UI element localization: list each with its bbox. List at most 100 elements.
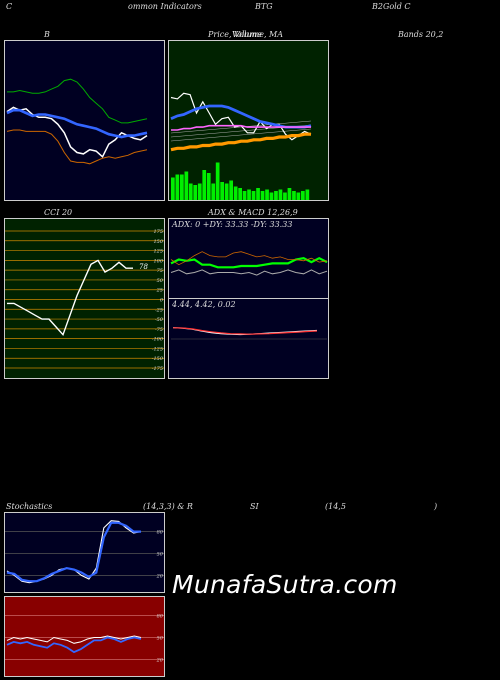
- tick-label: 20: [156, 657, 164, 663]
- volume-bar: [256, 188, 260, 200]
- volume-bar: [296, 192, 301, 200]
- volume-bar: [202, 170, 207, 200]
- rsi-chart: 80 50 20: [5, 614, 164, 663]
- volume-bar: [260, 191, 265, 200]
- volume-bar: [242, 191, 247, 200]
- header-c: C: [6, 2, 13, 11]
- tick-label: -25: [155, 307, 163, 313]
- series-line: [172, 327, 318, 335]
- tick-label: -125: [152, 346, 163, 352]
- series-line: [6, 520, 142, 584]
- cci-title: CCI 20: [44, 208, 73, 217]
- volume-bar: [197, 183, 202, 200]
- rsi-params: (14,5: [325, 502, 346, 511]
- bands-title: B: [44, 30, 50, 39]
- tick-label: 0: [160, 298, 164, 304]
- tick-label: 50: [157, 278, 164, 284]
- volume-bar: [215, 162, 220, 200]
- volume-bar: [220, 182, 224, 200]
- volume-bar: [184, 171, 189, 200]
- stoch-panel: 80 50 20: [4, 512, 165, 593]
- tick-label: 125: [153, 249, 163, 255]
- header-common-indicators: ommon Indicators: [128, 2, 202, 11]
- tick-label: 20: [156, 573, 164, 579]
- volume-bar: [305, 189, 310, 200]
- series-line: [7, 78, 148, 124]
- series-line: [170, 251, 328, 266]
- rsi-title: SI: [250, 502, 259, 511]
- tick-label: -150: [152, 356, 164, 362]
- series-line: [170, 104, 312, 129]
- volume-bar: [180, 174, 184, 200]
- bands-chart: [6, 78, 148, 165]
- macd-readout: 4.44, 4.42, 0.02: [172, 300, 236, 309]
- volume-bar: [292, 191, 296, 200]
- stoch-title: Stochastics: [6, 502, 53, 511]
- adx-readout: ADX: 0 +DY: 33.33 -DY: 33.33: [172, 220, 293, 229]
- volume-bar: [301, 191, 305, 200]
- tick-label: 80: [157, 614, 164, 620]
- volume-bar: [265, 189, 269, 200]
- macd-panel: 4.44, 4.42, 0.02: [168, 298, 329, 379]
- tick-label: 50: [157, 636, 164, 642]
- volume-bar: [224, 183, 229, 200]
- series-line: [6, 108, 148, 139]
- cci-panel: 175 150 125 100 75 50 25 0 -25 -50 -75 -100 -125 -150…: [4, 218, 165, 379]
- volume-bar: [283, 192, 287, 200]
- price-chart: [170, 92, 312, 200]
- ma-thin-line: [170, 120, 312, 134]
- tick-label: 50: [157, 552, 164, 558]
- volume-bar: [269, 192, 274, 200]
- volume-bar: [171, 177, 175, 200]
- volume-bar: [287, 188, 292, 200]
- volume-bar: [274, 191, 278, 200]
- volume-bar: [175, 174, 180, 200]
- series-line: [7, 259, 133, 337]
- rsi-close-paren: ): [434, 502, 438, 511]
- cci-last-label: 78: [139, 263, 148, 271]
- stoch-params: (14,3,3) & R: [143, 502, 193, 511]
- volume-bar: [211, 183, 216, 200]
- tick-label: -75: [155, 327, 163, 333]
- series-line: [6, 106, 148, 159]
- volume-bar: [278, 189, 283, 200]
- rsi-panel: 80 50 20: [4, 596, 165, 677]
- price-title: Price, Volume, MA: [208, 30, 284, 39]
- volume-bar: [233, 186, 238, 200]
- header-company: B2Gold C: [372, 2, 411, 11]
- series-line: [170, 256, 328, 269]
- price-panel: [168, 40, 329, 201]
- ma-thin-line: [170, 128, 312, 142]
- tick-label: 100: [153, 258, 163, 264]
- price-overlay-label: Volume: [232, 30, 262, 39]
- series-line: [170, 269, 328, 276]
- tick-label: 75: [157, 268, 163, 274]
- tick-label: -175: [152, 366, 163, 372]
- series-line: [6, 129, 148, 165]
- series-line: [170, 92, 312, 141]
- volume-bar: [206, 173, 211, 200]
- adx-chart: [170, 251, 328, 276]
- series-line: [6, 636, 142, 654]
- series-line: [6, 521, 141, 583]
- volume-bar: [251, 191, 256, 200]
- series-line: [6, 635, 142, 644]
- tick-label: 175: [153, 229, 163, 235]
- series-line: [171, 124, 311, 131]
- tick-label: 150: [153, 239, 163, 245]
- macd-chart: [171, 327, 327, 340]
- bands-panel: [4, 40, 165, 201]
- series-line: [170, 132, 311, 152]
- header-symbol: BTG: [255, 2, 273, 11]
- volume-bar: [193, 185, 198, 200]
- bands-right-title: Bands 20,2: [398, 30, 444, 39]
- macd-title: ADX & MACD 12,26,9: [208, 208, 298, 217]
- tick-label: 25: [156, 288, 163, 294]
- volume-bar: [188, 183, 193, 200]
- tick-label: 80: [157, 530, 164, 536]
- tick-label: -100: [152, 337, 164, 343]
- adx-panel: ADX: 0 +DY: 33.33 -DY: 33.33: [168, 218, 329, 299]
- stoch-chart: 80 50 20: [5, 520, 164, 584]
- watermark: MunafaSutra.com: [172, 570, 398, 599]
- tick-label: -50: [155, 317, 164, 323]
